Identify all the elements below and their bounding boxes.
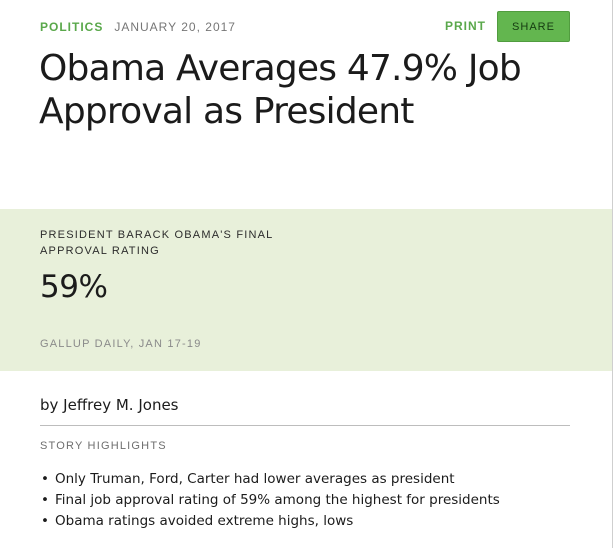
category-link[interactable]: POLITICS [40,20,104,34]
article-headline: Obama Averages 47.9% Job Approval as Pre… [39,48,522,132]
list-item: • Obama ratings avoided extreme highs, l… [40,511,580,532]
highlight-text: Obama ratings avoided extreme highs, low… [55,513,354,529]
highlight-text: Final job approval rating of 59% among t… [55,492,500,508]
approval-rating-panel: PRESIDENT BARACK OBAMA'S FINAL APPROVAL … [0,209,612,371]
publish-date: JANUARY 20, 2017 [114,20,236,34]
rating-value: 59% [40,269,108,305]
author-byline: by Jeffrey M. Jones [40,396,179,414]
list-item: • Only Truman, Ford, Carter had lower av… [40,469,580,490]
story-highlights-title: STORY HIGHLIGHTS [40,440,167,452]
rating-label: PRESIDENT BARACK OBAMA'S FINAL APPROVAL … [40,229,274,257]
article-meta-bar: POLITICS JANUARY 20, 2017 [40,19,569,35]
story-highlights-list: • Only Truman, Ford, Carter had lower av… [40,469,580,532]
bullet-icon: • [41,513,49,529]
bullet-icon: • [41,471,49,487]
rating-source: GALLUP DAILY, JAN 17-19 [40,338,202,350]
share-button[interactable]: SHARE [497,11,570,42]
highlight-text: Only Truman, Ford, Carter had lower aver… [55,471,455,487]
list-item: • Final job approval rating of 59% among… [40,490,580,511]
section-divider [40,425,570,426]
bullet-icon: • [41,492,49,508]
print-link[interactable]: PRINT [445,19,486,33]
